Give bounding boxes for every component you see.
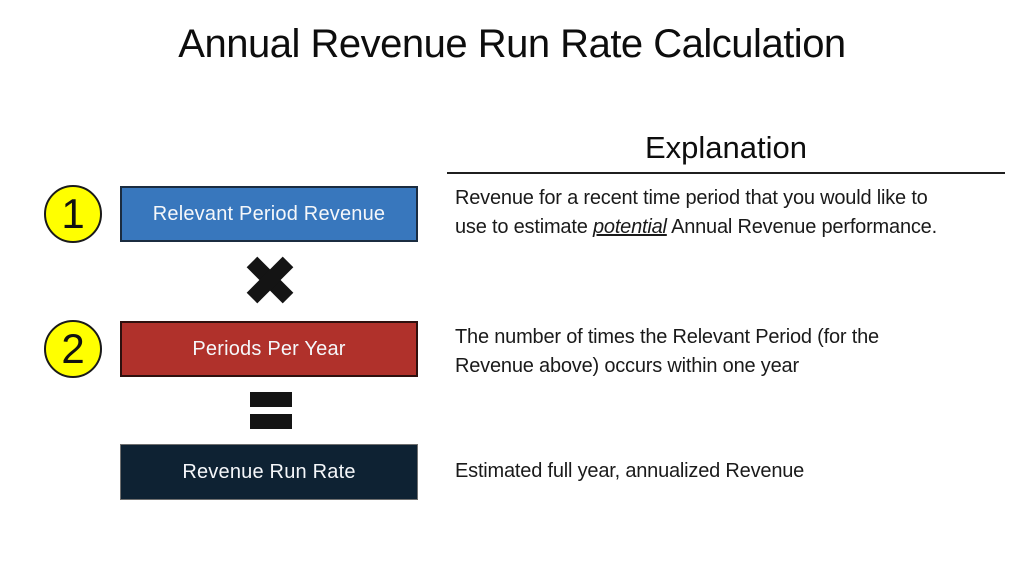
- explanation-header: Explanation: [644, 130, 807, 165]
- multiply-icon: [246, 256, 294, 304]
- explanation-text-3-line1: Estimated full year, annualized Revenue: [455, 460, 805, 482]
- explanation-text-2-line2: Revenue above) occurs within one year: [455, 355, 799, 377]
- box-revenue-run-rate-label: Revenue Run Rate: [182, 460, 356, 483]
- explanation-text-2-line1: The number of times the Relevant Period …: [455, 326, 879, 348]
- explanation-text-1-line1: Revenue for a recent time period that yo…: [455, 187, 928, 209]
- explanation-text-1-emphasis: potential: [592, 216, 667, 238]
- explanation-text-1-line2-post: Annual Revenue performance.: [666, 216, 937, 238]
- explanation-text-1-line2-pre: use to estimate: [455, 216, 593, 238]
- step-badge-2-number: 2: [61, 325, 85, 372]
- explanation-text-3: Estimated full year, annualized Revenue: [455, 457, 1011, 486]
- explanation-text-2: The number of times the Relevant Period …: [455, 323, 1011, 381]
- step-badge-1-number: 1: [61, 190, 85, 237]
- box-relevant-period-revenue-label: Relevant Period Revenue: [152, 202, 386, 225]
- explanation-header-underline: Explanation: [447, 130, 1005, 174]
- box-periods-per-year-label: Periods Per Year: [192, 337, 346, 360]
- equals-icon: [250, 392, 292, 429]
- explanation-text-1: Revenue for a recent time period that yo…: [455, 184, 1011, 242]
- box-periods-per-year: Periods Per Year: [120, 321, 418, 377]
- box-relevant-period-revenue: Relevant Period Revenue: [120, 186, 418, 242]
- box-revenue-run-rate: Revenue Run Rate: [120, 444, 418, 500]
- step-badge-2: 2: [44, 320, 102, 378]
- page-title: Annual Revenue Run Rate Calculation: [178, 22, 846, 66]
- step-badge-1: 1: [44, 185, 102, 243]
